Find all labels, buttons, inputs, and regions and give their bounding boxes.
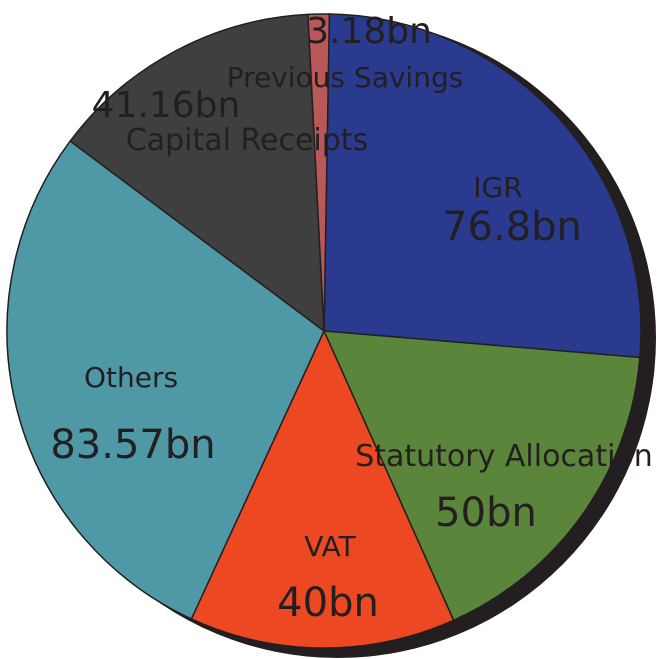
slice-value-statutory-allocation: 50bn	[435, 490, 537, 536]
slice-value-vat: 40bn	[277, 580, 379, 626]
pie-slices	[6, 13, 642, 649]
pie-slice-previous-savings	[307, 13, 331, 332]
pie-slice-statutory-allocation	[322, 330, 641, 622]
slice-value-others: 83.57bn	[50, 422, 215, 468]
slice-label-capital-receipts: Capital Receipts	[126, 123, 368, 158]
pie-slice-igr	[323, 13, 642, 359]
pie-slice-capital-receipts	[69, 13, 325, 333]
slice-value-igr: 76.8bn	[442, 204, 582, 250]
pie-slice-others	[6, 140, 325, 620]
slice-value-capital-receipts: 41.16bn	[92, 85, 241, 126]
slice-label-igr: IGR	[473, 171, 522, 204]
pie-slice-vat	[190, 329, 455, 649]
slice-label-statutory-allocation: Statutory Allocation	[355, 439, 653, 474]
slice-label-others: Others	[84, 361, 178, 394]
slice-value-previous-savings: 3.18bn	[306, 11, 432, 52]
slice-label-previous-savings: Previous Savings	[227, 61, 464, 94]
slice-label-vat: VAT	[304, 530, 356, 563]
